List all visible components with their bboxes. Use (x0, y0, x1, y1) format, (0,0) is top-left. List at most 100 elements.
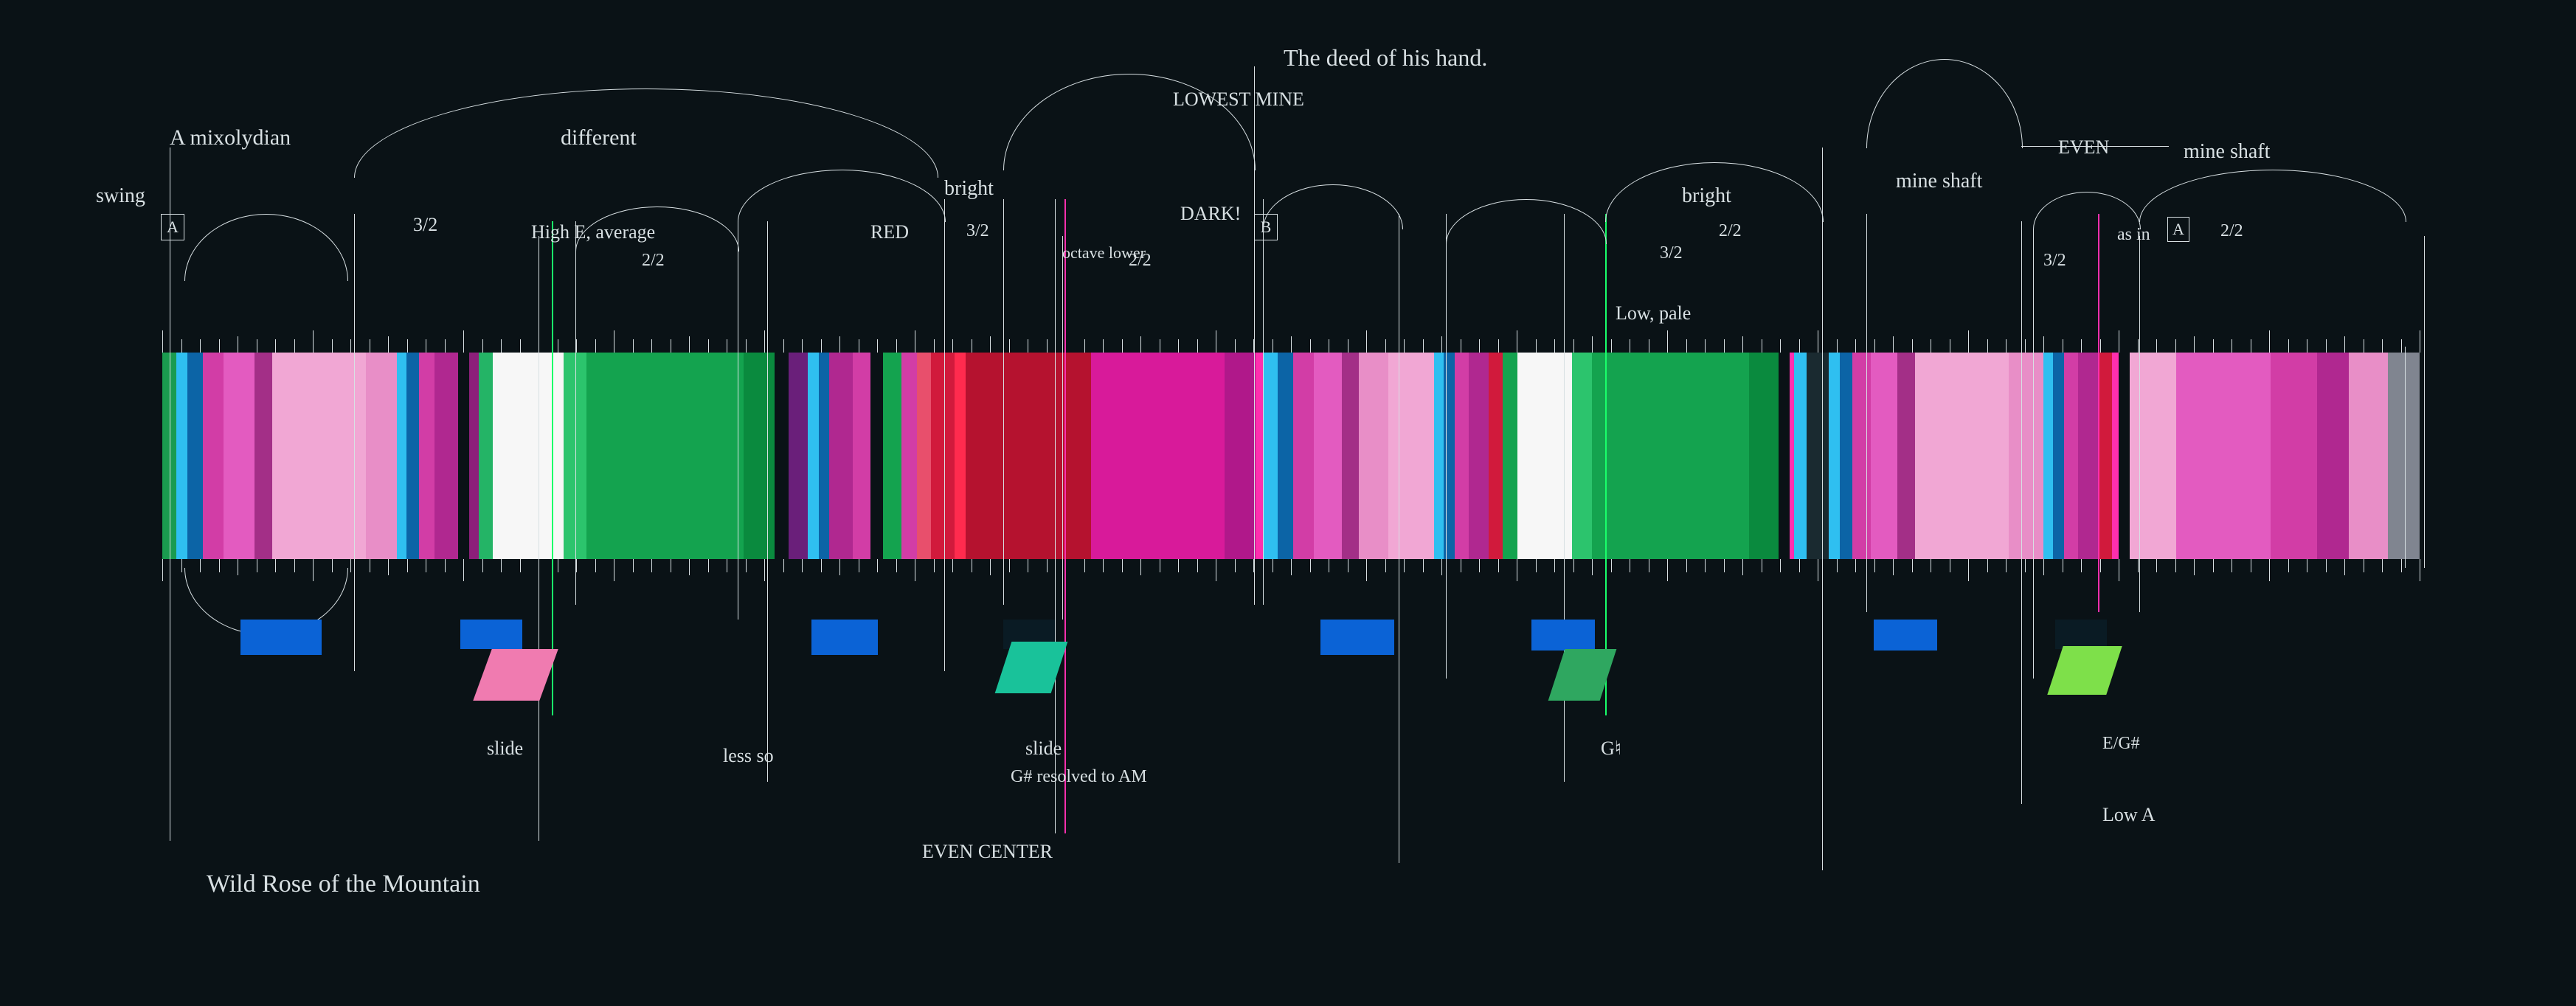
band-stripe (1225, 353, 1256, 559)
ruler-tick (200, 339, 201, 353)
ruler-tick (388, 559, 389, 575)
ruler-tick (1611, 339, 1612, 353)
band-stripe (479, 353, 493, 559)
ruler-tick (2269, 559, 2270, 581)
ornament-swatch (460, 620, 522, 649)
structure-line (1064, 199, 1066, 833)
ruler-tick (1705, 339, 1706, 353)
band-stripe (1829, 353, 1840, 559)
annotation-label: mine shaft (1896, 170, 1982, 193)
structure-line (1605, 214, 1607, 715)
ruler-tick (2382, 559, 2383, 572)
ruler-tick (1554, 559, 1555, 572)
band-stripe (744, 353, 775, 559)
ruler-tick (1855, 559, 1856, 572)
band-stripe (2119, 353, 2130, 559)
phrase-arc (184, 214, 348, 281)
annotation-label: different (561, 125, 637, 150)
ruler-tick (746, 339, 747, 353)
ruler-tick (313, 330, 314, 353)
ruler-tick (1968, 330, 1969, 353)
ruler-tick (2025, 339, 2026, 353)
band-stripe (1278, 353, 1293, 559)
band-stripe (406, 353, 419, 559)
band-stripe (2271, 353, 2318, 559)
band-stripe (458, 353, 469, 559)
ruler-tick (445, 559, 446, 572)
ruler-tick (2138, 559, 2139, 572)
band-stripe (1840, 353, 1852, 559)
even-bracket (2021, 146, 2169, 147)
band-stripe (2317, 353, 2348, 559)
ruler-tick (1686, 559, 1687, 572)
ruler-tick (1235, 559, 1236, 572)
ruler-tick (2288, 559, 2289, 572)
ruler-tick (1536, 559, 1537, 572)
ruler-tick (2326, 559, 2327, 572)
band-stripe (1455, 353, 1469, 559)
band-stripe (1489, 353, 1503, 559)
ruler-tick (1724, 339, 1725, 353)
ruler-tick (952, 559, 953, 572)
ruler-tick (595, 339, 596, 353)
phrase-arc (354, 89, 938, 178)
annotation-label: 3/2 (413, 214, 437, 236)
ruler-tick (802, 559, 803, 572)
ruler-tick (1912, 559, 1913, 572)
ruler-tick (2100, 339, 2101, 353)
ruler-tick (1837, 559, 1838, 572)
band-stripe (775, 353, 789, 559)
band-stripe (1469, 353, 1489, 559)
ruler-tick (2213, 339, 2214, 353)
ruler-tick (181, 559, 182, 572)
structure-line (1866, 214, 1867, 612)
ruler-tick (2138, 339, 2139, 353)
ruler-tick (2156, 339, 2157, 353)
ruler-tick (445, 339, 446, 353)
ruler-tick (1404, 339, 1405, 353)
phrase-arc (2033, 192, 2141, 229)
band-stripe (1434, 353, 1444, 559)
ruler-tick (1912, 339, 1913, 353)
ruler-tick (651, 339, 652, 353)
ruler-tick (2043, 336, 2044, 353)
annotation-label: as in (2117, 225, 2150, 245)
ruler-tick (708, 339, 709, 353)
band-stripe (1314, 353, 1342, 559)
ruler-tick (1893, 559, 1894, 575)
ruler-tick (350, 339, 351, 353)
band-stripe (1572, 353, 1593, 559)
ruler-tick (1423, 559, 1424, 572)
ruler-tick (1479, 559, 1480, 572)
band-stripe (789, 353, 807, 559)
band-stripe (366, 353, 397, 559)
annotation-label: EVEN CENTER (922, 841, 1053, 863)
ruler-tick (2344, 559, 2345, 575)
band-stripe (917, 353, 931, 559)
piece-title: Wild Rose of the Mountain (207, 870, 480, 898)
ruler-tick (2194, 559, 2195, 575)
ruler-tick (689, 336, 690, 353)
ruler-tick (275, 339, 276, 353)
ruler-tick (821, 339, 822, 353)
ornament-swatch (1874, 620, 1937, 651)
ruler-tick (1178, 339, 1179, 353)
ornament-swatch (240, 620, 322, 655)
band-stripe (883, 353, 901, 559)
structure-line (1446, 214, 1447, 679)
ruler-tick (1103, 559, 1104, 572)
ruler-tick (633, 559, 634, 572)
ruler-tick (1197, 339, 1198, 353)
ruler-tick (802, 339, 803, 353)
ruler-tick (1780, 559, 1781, 572)
ornament-swatch (473, 649, 558, 701)
ruler-tick (1047, 559, 1048, 572)
band-stripe (434, 353, 458, 559)
band-stripe (176, 353, 187, 559)
annotation-label: RED (870, 221, 909, 243)
band-stripe (419, 353, 434, 559)
ruler-tick (990, 336, 991, 353)
ruler-tick (294, 339, 295, 353)
ruler-tick (595, 559, 596, 572)
ruler-tick (2081, 559, 2082, 572)
